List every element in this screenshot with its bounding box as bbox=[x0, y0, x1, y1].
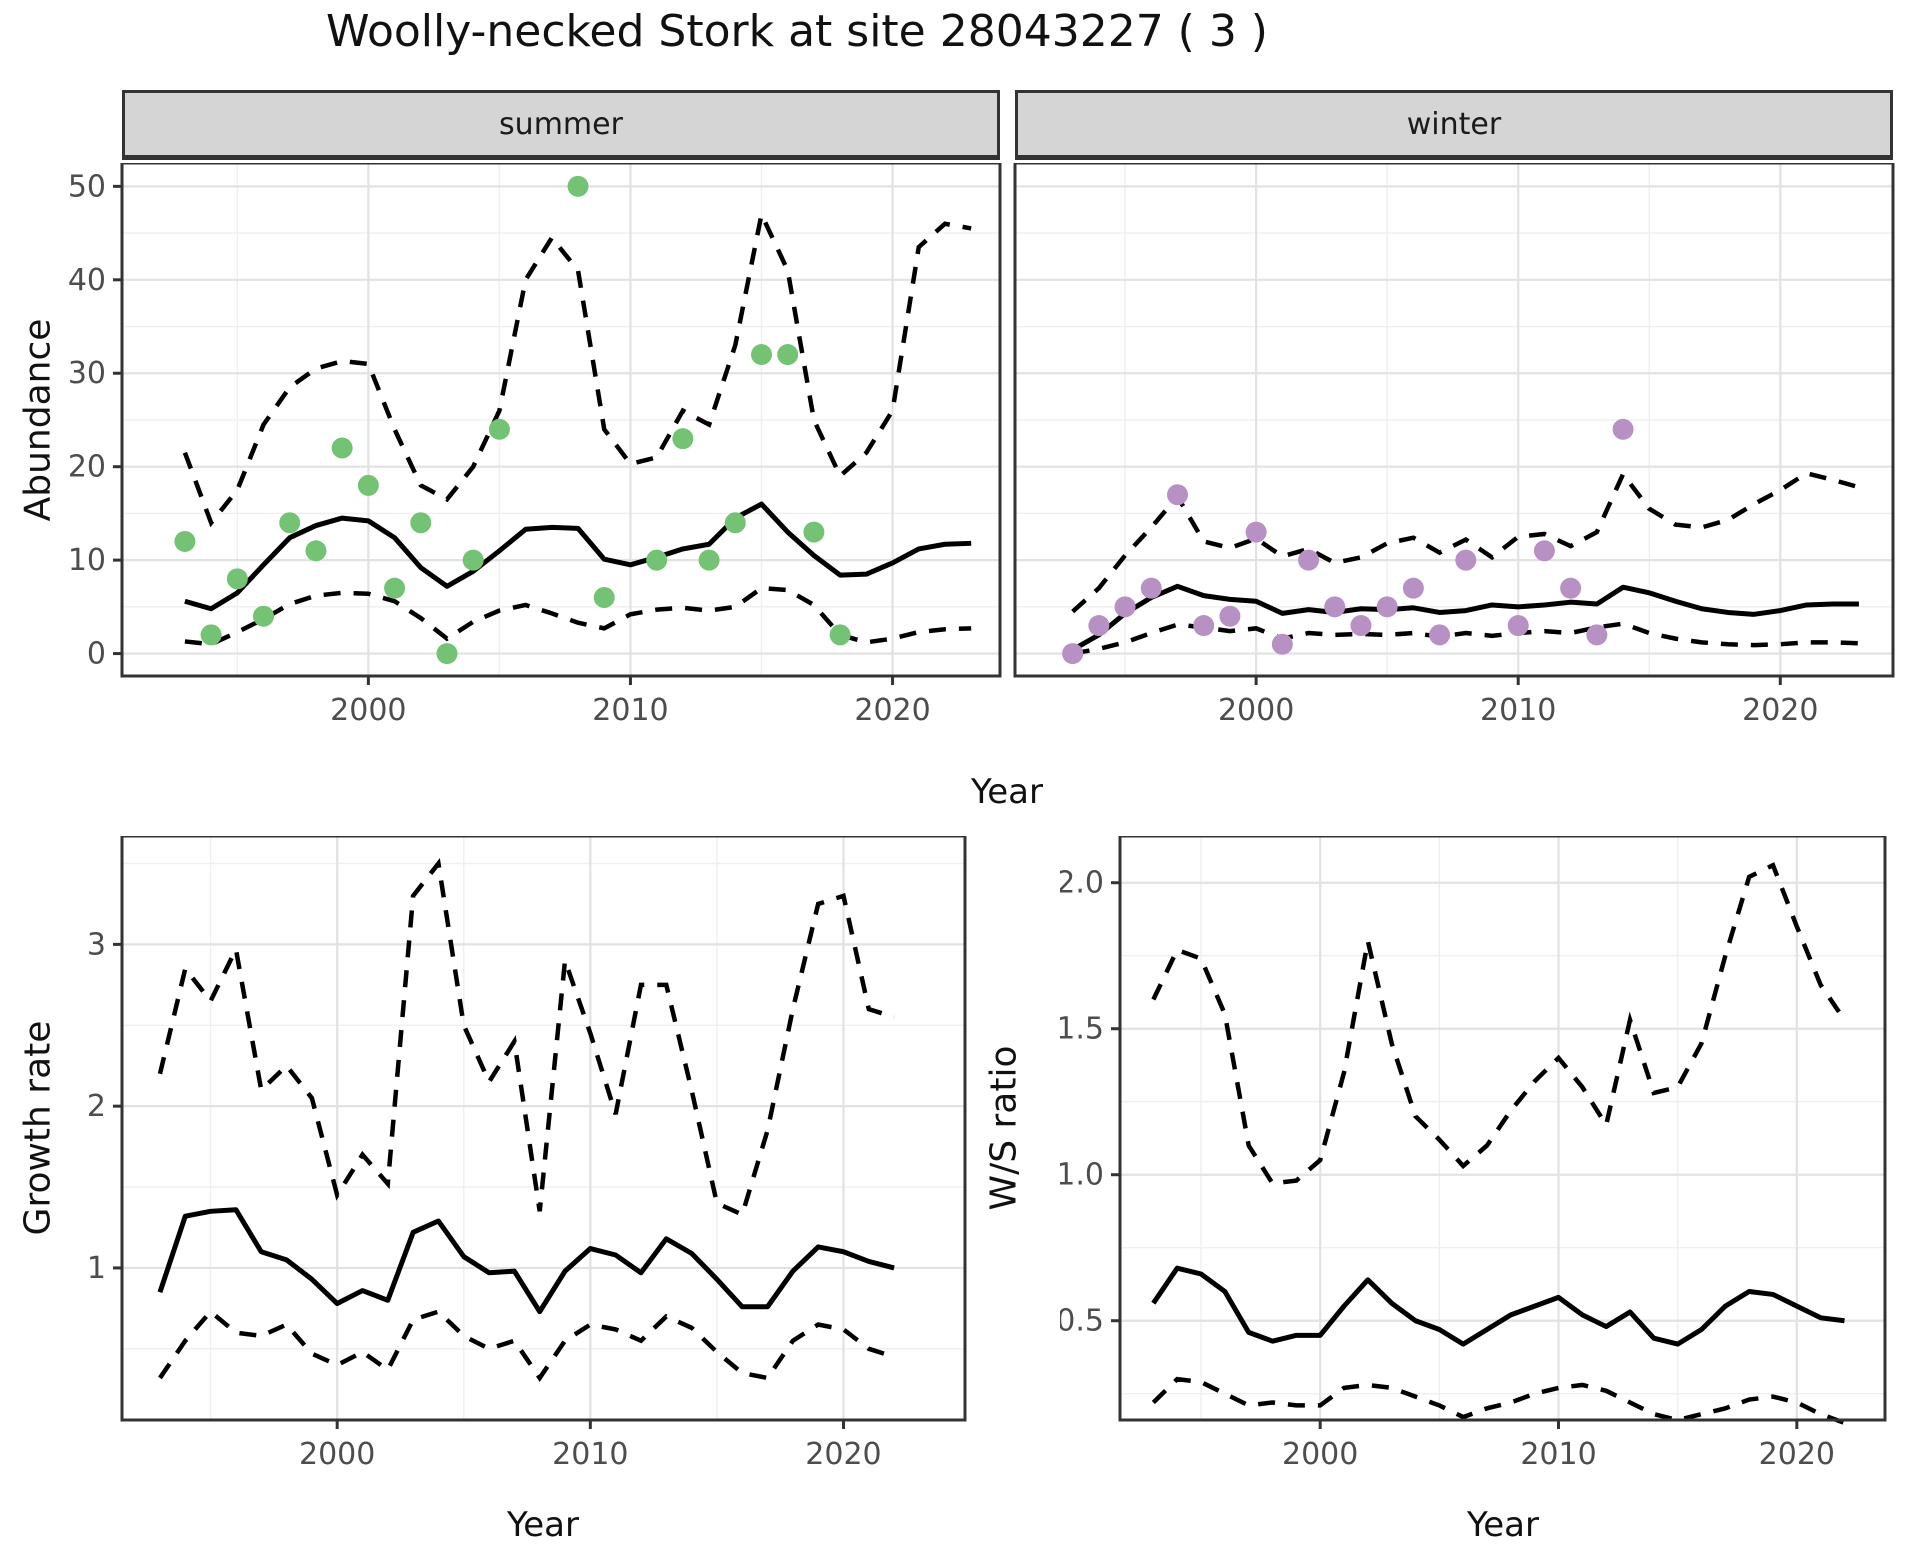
svg-text:2010: 2010 bbox=[1480, 693, 1556, 728]
svg-text:2.0: 2.0 bbox=[1060, 866, 1104, 901]
svg-text:3: 3 bbox=[87, 927, 106, 962]
svg-text:1.0: 1.0 bbox=[1060, 1158, 1104, 1193]
growth-year-axis-title: Year bbox=[507, 1505, 579, 1545]
svg-text:40: 40 bbox=[68, 263, 106, 298]
summer-abundance-panel: 2000 2010 2020 0 10 20 30 40 50 bbox=[68, 163, 1002, 728]
svg-text:2000: 2000 bbox=[1218, 693, 1294, 728]
svg-text:50: 50 bbox=[68, 169, 106, 204]
facet-strip-summer: summer bbox=[122, 90, 1000, 160]
svg-text:2: 2 bbox=[87, 1089, 106, 1124]
ws-year-axis-title: Year bbox=[1467, 1505, 1539, 1545]
top-year-axis-title: Year bbox=[971, 772, 1043, 812]
svg-text:2020: 2020 bbox=[854, 693, 930, 728]
svg-text:1.5: 1.5 bbox=[1060, 1012, 1104, 1047]
svg-text:2010: 2010 bbox=[552, 1437, 628, 1471]
svg-text:0: 0 bbox=[87, 637, 106, 672]
svg-text:2010: 2010 bbox=[592, 693, 668, 728]
page-title: Woolly-necked Stork at site 28043227 ( 3… bbox=[326, 6, 1268, 57]
winter-abundance-panel: 2000 2010 2020 bbox=[1013, 163, 1895, 728]
svg-text:2000: 2000 bbox=[330, 693, 406, 728]
svg-text:2020: 2020 bbox=[805, 1437, 881, 1471]
svg-text:30: 30 bbox=[68, 356, 106, 391]
svg-text:2020: 2020 bbox=[1759, 1437, 1835, 1471]
svg-text:2020: 2020 bbox=[1742, 693, 1818, 728]
svg-text:0.5: 0.5 bbox=[1060, 1304, 1104, 1339]
svg-text:2010: 2010 bbox=[1520, 1437, 1596, 1471]
facet-strip-summer-label: summer bbox=[499, 106, 623, 142]
facet-strip-winter-label: winter bbox=[1406, 106, 1502, 142]
svg-text:2000: 2000 bbox=[299, 1437, 375, 1471]
ws-ratio-panel: 2000 2010 2020 0.5 1.0 1.5 2.0 bbox=[1060, 836, 1887, 1471]
svg-text:20: 20 bbox=[68, 450, 106, 485]
facet-strip-winter: winter bbox=[1015, 90, 1893, 160]
growth-rate-panel: 2000 2010 2020 1 2 3 bbox=[87, 836, 967, 1471]
svg-text:1: 1 bbox=[87, 1251, 106, 1286]
svg-text:10: 10 bbox=[68, 543, 106, 578]
svg-text:2000: 2000 bbox=[1282, 1437, 1358, 1471]
